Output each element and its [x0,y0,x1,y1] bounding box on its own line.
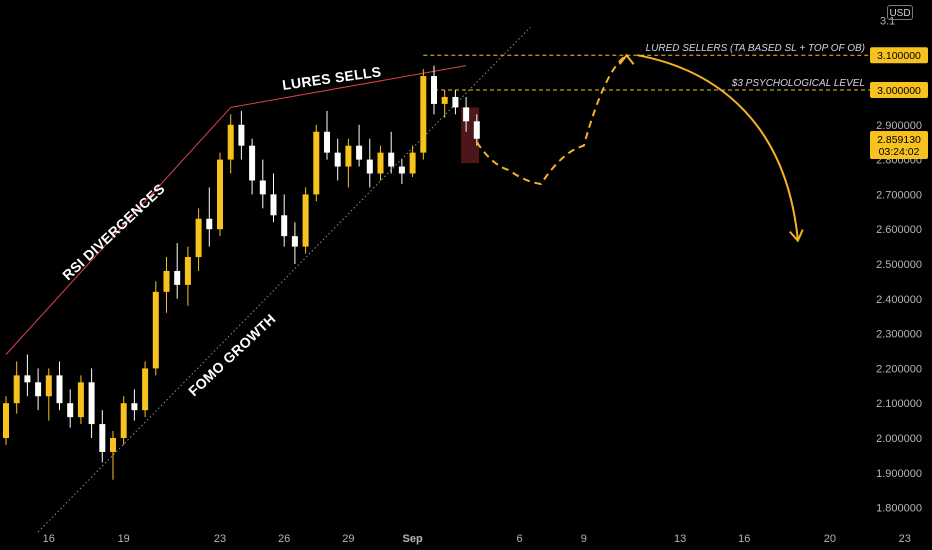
y-tick-label: 1.800000 [876,503,922,515]
solid-projection [637,54,799,240]
candle-body [184,257,191,285]
y-tick-label: 1.900000 [876,468,922,480]
candles [3,65,480,480]
projection-path [475,53,804,243]
candle-body [463,107,470,122]
rsi-divergence-line [5,107,232,355]
x-tick-label: 23 [899,533,911,545]
candle-body [35,382,42,397]
candle-body [195,218,202,258]
candle-body [324,131,330,153]
candle-body [259,180,266,195]
level-lines: LURED SELLERS (TA BASED SL + TOP OF OB) $… [423,43,870,91]
current-price-label: 2.859130 [877,134,921,146]
y-tick-label: 2.600000 [876,224,922,236]
y-tick-label: 2.900000 [876,120,922,132]
candle-body [77,382,84,418]
x-tick-label: 20 [824,533,836,545]
rsi-divergences-label: RSI DIVERGENCES [59,180,168,283]
price-tag [870,82,928,98]
x-tick-label: 29 [342,533,354,545]
price-tag-label: 3.000000 [877,85,921,97]
y-tick-label: 2.100000 [876,398,922,410]
candle-body [452,96,459,108]
candle-body [345,145,352,167]
level-label: LURED SELLERS (TA BASED SL + TOP OF OB) [646,43,865,54]
currency-badge[interactable]: USD [887,5,913,20]
y-tick-label: 2.500000 [876,259,922,271]
candle-body [217,159,223,230]
x-tick-label: 23 [214,533,226,545]
current-price-tag [870,131,928,160]
x-tick-label: Sep [403,533,423,545]
up-arrow-icon [618,53,635,65]
x-tick-label: 16 [738,533,750,545]
y-tick-label: 3.1 [880,15,895,27]
candle-body [281,215,288,237]
trendlines [5,27,531,533]
candle-body [227,124,234,160]
candle-body [152,291,159,369]
price-tag-label: 3.100000 [877,50,921,62]
candle-body [3,403,9,438]
candle-body [302,194,309,247]
lures-sells-label: LURES SELLS [281,63,382,93]
level-label: $3 PSYCHOLOGICAL LEVEL [731,78,865,89]
candle-body [366,159,373,174]
candle-body [356,145,363,160]
candle-body [398,166,405,174]
candle-body [409,152,416,174]
y-tick-label: 2.200000 [876,363,922,375]
candle-body [131,403,138,411]
candle-body [99,424,106,452]
candle-body [142,368,149,411]
candle-body [249,145,256,181]
y-tick-label: 2.700000 [876,189,922,201]
candle-body [67,403,74,418]
candle-body [420,76,427,153]
x-tick-label: 13 [674,533,686,545]
candle-body [45,375,52,397]
time-axis[interactable]: 16 19 23 26 29 Sep 6 9 13 16 20 23 [43,533,911,545]
candle-body [88,382,95,425]
dashed-projection [475,54,628,186]
candle-body [120,403,127,438]
candle-body [206,218,213,230]
candle-body [110,438,116,452]
candle-body [377,152,384,174]
lures-line [230,65,467,108]
x-tick-label: 26 [278,533,290,545]
candle-body [431,76,437,104]
candle-body [291,236,298,247]
candle-body [13,375,20,404]
price-tag [870,47,928,64]
down-arrow-icon [789,229,804,243]
candle-body [174,270,181,285]
candle-body [163,270,170,292]
x-tick-label: 16 [43,533,55,545]
x-tick-label: 19 [118,533,130,545]
countdown-label: 03:24:02 [879,146,920,158]
candle-body [24,375,31,383]
y-tick-label: 2.000000 [876,433,922,445]
candle-body [313,131,320,195]
fomo-growth-label: FOMO GROWTH [185,310,279,399]
fomo-support-line [37,27,531,533]
y-tick-label: 2.300000 [876,329,922,341]
candle-body [388,152,395,167]
candle-body [334,152,341,167]
candle-body [270,194,277,216]
candle-body [441,96,448,104]
x-tick-label: 9 [581,533,587,545]
candle-body [238,124,245,146]
y-tick-label: 2.400000 [876,294,922,306]
x-tick-label: 6 [517,533,523,545]
candle-body [473,121,480,139]
candle-body [56,375,63,404]
